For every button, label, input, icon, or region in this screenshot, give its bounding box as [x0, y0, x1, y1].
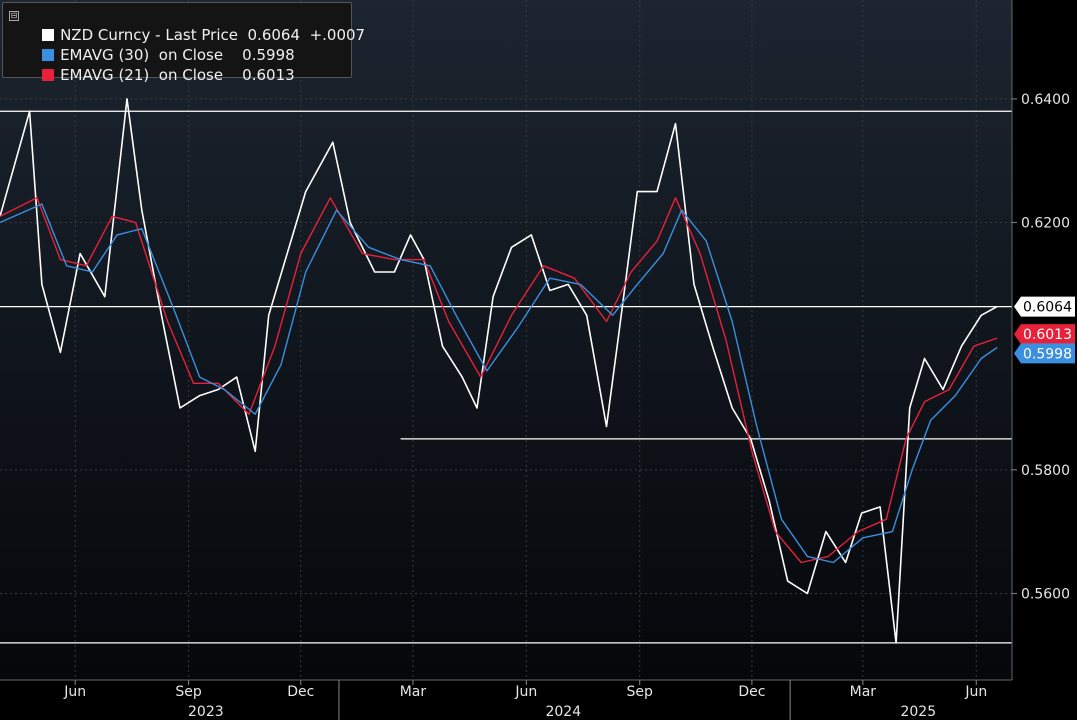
x-axis: Jun Sep Dec Mar Jun Sep Dec Mar Jun 2023 2024 2025	[63, 680, 987, 720]
last-value-tag-box	[1014, 343, 1075, 364]
series-lines	[0, 98, 998, 644]
legend-row-ema21[interactable]: EMAVG (21) on Close 0.6013	[23, 45, 295, 84]
last-value-tag-label: 0.6064	[1023, 300, 1072, 316]
last-value-tag: 0.6013	[1014, 324, 1075, 345]
y-tick-label: 0.6200	[1021, 216, 1070, 232]
ema21-swatch-icon	[42, 69, 55, 81]
grid-lines	[0, 0, 1012, 680]
ema30-swatch-icon	[42, 49, 55, 61]
legend-change: +.0007	[309, 26, 366, 44]
x-tick-label: Sep	[627, 684, 654, 700]
series-line	[0, 203, 998, 564]
legend-collapse-icon[interactable]: ⊟	[9, 11, 19, 21]
x-tick-label: Jun	[964, 684, 987, 700]
x-tick-label: Mar	[400, 684, 427, 700]
year-label: 2025	[900, 704, 936, 720]
last-value-tag: 0.5998	[1014, 343, 1075, 364]
y-tick-label: 0.5800	[1021, 463, 1070, 479]
y-tick-label: 0.5600	[1021, 586, 1070, 602]
x-tick-label: Sep	[175, 684, 202, 700]
year-label: 2023	[188, 704, 224, 720]
x-tick-label: Jun	[63, 684, 86, 700]
legend-value: 0.6064	[247, 26, 301, 44]
last-value-tag-label: 0.6013	[1023, 327, 1072, 343]
legend-label: NZD Curncy - Last Price	[60, 26, 238, 44]
last-value-tag-box	[1014, 324, 1075, 345]
series-line	[0, 98, 998, 644]
x-tick-label: Dec	[738, 684, 765, 700]
series-line	[0, 197, 998, 564]
legend-value: 0.6013	[242, 66, 295, 84]
last-value-tag-box	[1014, 296, 1075, 317]
last-value-tag: 0.6064	[1014, 296, 1075, 317]
chart-legend: ⊟ NZD Curncy - Last Price 0.6064 +.0007 …	[2, 2, 365, 84]
y-tick-label: 0.6400	[1021, 92, 1070, 108]
legend-label: EMAVG (30) on Close	[60, 46, 224, 64]
legend-row-price[interactable]: NZD Curncy - Last Price 0.6064 +.0007	[23, 5, 365, 44]
y-axis: 0.5600 0.5800 0.6200 0.6400	[1012, 92, 1070, 602]
year-label: 2024	[545, 704, 581, 720]
x-tick-label: Jun	[514, 684, 537, 700]
legend-value: 0.5998	[242, 46, 295, 64]
last-value-tag-label: 0.5998	[1023, 346, 1072, 362]
x-tick-label: Dec	[287, 684, 314, 700]
x-tick-label: Mar	[850, 684, 877, 700]
legend-label: EMAVG (21) on Close	[60, 66, 224, 84]
horizontal-levels	[0, 110, 1012, 644]
price-swatch-icon	[42, 29, 55, 41]
last-value-tags: 0.6064 0.6013 0.5998	[1014, 296, 1075, 364]
legend-row-ema30[interactable]: EMAVG (30) on Close 0.5998	[23, 25, 295, 64]
plot-background	[0, 0, 1012, 680]
